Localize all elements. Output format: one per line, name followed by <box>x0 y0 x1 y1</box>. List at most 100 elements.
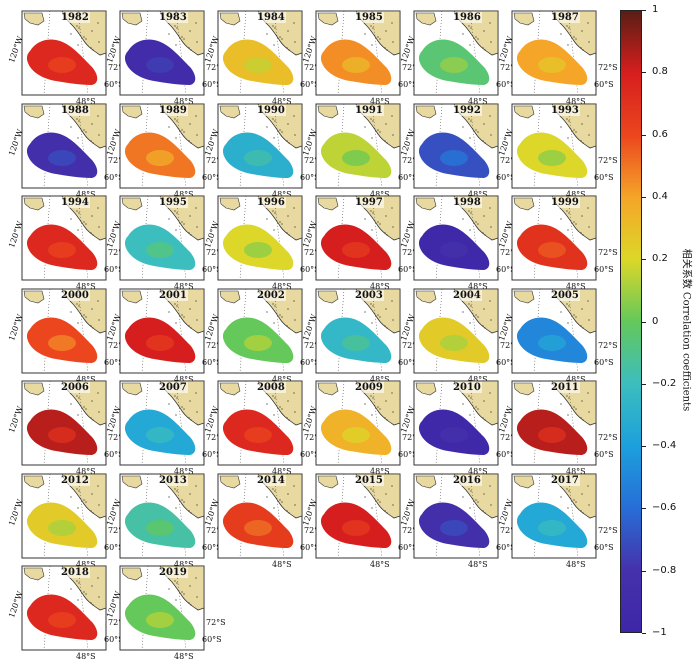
station-dot <box>567 414 569 416</box>
map-panel: 1996 120°W 72°S 60°S 48°S <box>203 195 324 291</box>
station-dot <box>78 582 80 584</box>
station-dot <box>581 30 583 32</box>
station-dot <box>392 41 394 43</box>
station-dot <box>568 27 570 29</box>
station-dot <box>391 392 393 394</box>
graticule-line <box>77 10 89 96</box>
map-svg <box>511 380 597 466</box>
year-label: 1983 <box>158 12 188 23</box>
graticule-line <box>175 103 187 188</box>
station-dot <box>168 588 170 590</box>
colorbar <box>620 10 642 633</box>
map-axis-label-lat3: 48°S <box>272 467 292 476</box>
year-label: 2006 <box>60 382 90 393</box>
station-dot <box>475 313 477 316</box>
island <box>121 382 143 396</box>
station-dot <box>391 22 393 24</box>
map-axis-label-lat3: 48°S <box>468 374 488 384</box>
station-dot <box>560 125 562 128</box>
correlation-patch <box>440 427 468 443</box>
station-dot <box>588 226 590 228</box>
station-dot <box>77 414 79 416</box>
station-dot <box>188 417 190 419</box>
station-dot <box>462 310 464 313</box>
map-panel: 2004 120°W 72°S 60°S 48°S <box>399 288 520 384</box>
station-dot <box>272 210 274 212</box>
station-dot <box>90 417 92 419</box>
graticule-line <box>469 473 481 558</box>
station-dot <box>188 232 190 234</box>
colorbar-tick-mark <box>642 10 646 11</box>
station-dot <box>575 315 577 318</box>
station-dot <box>490 503 492 506</box>
station-dot <box>469 136 471 139</box>
correlation-patch <box>244 242 272 258</box>
station-dot <box>70 310 72 313</box>
map-axis-label-lat2: 60°S <box>496 357 516 367</box>
map-axis-label-lat1: 72°S <box>402 525 422 535</box>
map-axis-label-lat1: 72°S <box>304 155 324 165</box>
graticule-line <box>567 195 579 281</box>
station-dot <box>469 321 471 324</box>
station-dot <box>293 484 295 487</box>
station-dot <box>286 139 288 142</box>
station-dot <box>85 223 87 225</box>
map-svg <box>21 473 107 558</box>
station-dot <box>484 326 486 329</box>
station-dot <box>581 492 583 495</box>
station-dot <box>385 122 387 125</box>
station-dot <box>85 315 87 318</box>
station-dot <box>581 400 583 402</box>
station-dot <box>287 400 289 402</box>
station-dot <box>490 411 492 413</box>
map-svg <box>315 380 401 466</box>
map-axis-label-lat1: 72°S <box>206 248 226 257</box>
station-dot <box>168 125 170 128</box>
station-dot <box>274 212 276 214</box>
station-dot <box>76 25 78 27</box>
station-dot <box>566 395 568 397</box>
station-dot <box>371 44 373 46</box>
map-axis-label-lat3: 48°S <box>370 189 390 199</box>
graticule-line <box>469 195 481 281</box>
station-dot <box>286 417 288 419</box>
station-dot <box>181 406 183 408</box>
station-dot <box>372 119 374 122</box>
island <box>415 12 437 26</box>
station-dot <box>195 484 197 487</box>
station-dot <box>168 403 170 405</box>
station-dot <box>91 30 93 32</box>
station-dot <box>573 128 575 131</box>
station-dot <box>379 408 381 410</box>
year-label: 2013 <box>158 474 188 486</box>
station-dot <box>190 419 192 421</box>
map-axis-label-lat2: 60°S <box>202 80 222 89</box>
station-dot <box>97 207 99 209</box>
station-dot <box>168 218 170 220</box>
station-dot <box>190 511 192 514</box>
station-dot <box>287 307 289 310</box>
colorbar-tick-label: −0.6 <box>652 502 677 514</box>
station-dot <box>489 299 491 302</box>
station-dot <box>294 226 296 228</box>
station-dot <box>83 498 85 501</box>
station-dot <box>92 141 94 144</box>
station-dot <box>279 221 281 223</box>
station-dot <box>370 117 372 120</box>
station-dot <box>196 318 198 321</box>
station-dot <box>176 304 178 307</box>
station-dot <box>97 577 99 579</box>
station-dot <box>470 119 472 122</box>
station-dot <box>364 218 366 220</box>
station-dot <box>272 117 274 120</box>
correlation-patch <box>342 334 370 351</box>
correlation-patch <box>146 149 174 166</box>
map-axis-label-lat3: 48°S <box>174 374 194 384</box>
station-dot <box>175 136 177 139</box>
map-axis-label-lat2: 60°S <box>202 635 222 644</box>
island <box>121 567 143 581</box>
station-dot <box>475 36 477 38</box>
graticule-line <box>77 380 89 466</box>
year-label: 2011 <box>550 382 580 393</box>
station-dot <box>364 403 366 405</box>
